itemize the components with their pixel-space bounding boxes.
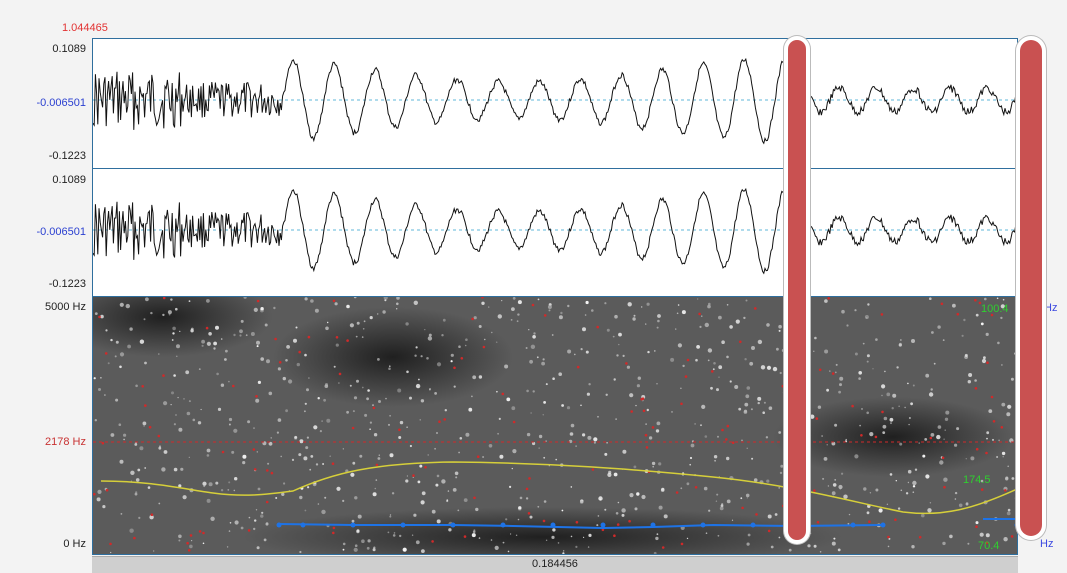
spectrogram-cursor-frequency: 2178 Hz xyxy=(45,436,86,448)
channel1-mid-label: -0.006501 xyxy=(36,97,86,109)
spectrogram: 100.4 174.5 70.4 xyxy=(93,297,1017,554)
svg-text:70.4: 70.4 xyxy=(978,540,999,552)
spectrogram-top-frequency: 5000 Hz xyxy=(45,301,86,313)
spectrogram-bottom-frequency: 0 Hz xyxy=(63,538,86,550)
cursor-time-label: 1.044465 xyxy=(62,22,108,34)
channel2-waveform xyxy=(93,187,1017,275)
channel2-max-label: 0.1089 xyxy=(52,174,86,186)
selection-duration-bar[interactable]: 0.184456 xyxy=(92,556,1018,573)
highlight-marker-left xyxy=(788,40,806,540)
highlight-marker-right xyxy=(1020,40,1042,536)
spectrogram-panel[interactable]: 100.4 174.5 70.4 xyxy=(92,296,1018,555)
selection-duration-value: 0.184456 xyxy=(532,558,578,570)
spectrogram-right-bottom-label: Hz xyxy=(1040,538,1054,550)
channel2-mid-label: -0.006501 xyxy=(36,226,86,238)
svg-text:174.5: 174.5 xyxy=(963,474,991,486)
channel1-waveform xyxy=(93,57,1017,145)
channel1-min-label: -0.1223 xyxy=(48,150,86,162)
svg-text:100.4: 100.4 xyxy=(981,303,1009,315)
channel2-min-label: -0.1223 xyxy=(48,278,86,290)
channel1-max-label: 0.1089 xyxy=(52,43,86,55)
channel1-waveform-panel[interactable] xyxy=(92,38,1018,169)
spectrogram-right-top-label: Hz xyxy=(1044,302,1058,314)
channel2-waveform-panel[interactable] xyxy=(92,168,1018,298)
